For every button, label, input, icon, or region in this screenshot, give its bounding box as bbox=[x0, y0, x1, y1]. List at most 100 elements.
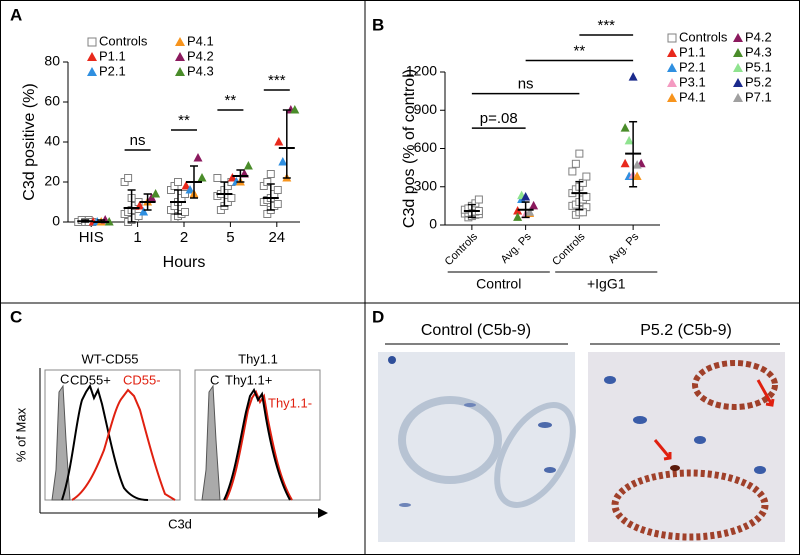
legend-marker bbox=[667, 33, 677, 43]
legend-marker bbox=[733, 93, 743, 102]
y-tick-label: 20 bbox=[44, 173, 60, 189]
data-point bbox=[632, 160, 642, 169]
data-point bbox=[290, 105, 300, 114]
panel-letter: B bbox=[372, 15, 384, 34]
legend-label: Controls bbox=[99, 33, 148, 48]
positive-histogram bbox=[61, 383, 149, 501]
nucleus bbox=[399, 503, 411, 507]
panel-letter: D bbox=[372, 307, 384, 326]
arrow bbox=[653, 439, 672, 461]
legend-label: P4.2 bbox=[187, 48, 214, 63]
legend-marker bbox=[667, 78, 677, 87]
legend-label: P2.1 bbox=[679, 59, 706, 74]
y-axis-label: % of Max bbox=[13, 407, 28, 462]
legend-marker bbox=[667, 63, 677, 72]
legend-label: P1.1 bbox=[99, 48, 126, 63]
data-point bbox=[181, 190, 189, 198]
data-point bbox=[124, 174, 133, 182]
histogram-label: Thy1.1+ bbox=[225, 372, 272, 387]
group-label: Control bbox=[476, 276, 521, 292]
legend-marker bbox=[733, 48, 743, 57]
y-tick-label: 1200 bbox=[406, 63, 437, 79]
image-title: Control (C5b-9) bbox=[421, 322, 531, 339]
legend-label: P4.3 bbox=[745, 44, 772, 59]
legend-marker bbox=[733, 78, 743, 87]
significance-label: ** bbox=[574, 42, 586, 59]
data-point bbox=[474, 195, 483, 204]
significance-label: *** bbox=[268, 72, 286, 89]
data-point bbox=[273, 186, 282, 194]
micrograph bbox=[378, 352, 575, 542]
histogram-label: C bbox=[210, 372, 219, 387]
data-point bbox=[174, 178, 182, 186]
y-tick-label: 80 bbox=[44, 53, 60, 69]
data-point bbox=[571, 159, 580, 168]
legend-marker bbox=[733, 63, 743, 72]
y-tick-label: 0 bbox=[429, 216, 437, 232]
data-point bbox=[139, 207, 149, 216]
data-point bbox=[628, 72, 638, 81]
x-axis-label: Hours bbox=[163, 254, 206, 271]
data-point bbox=[525, 207, 535, 216]
data-point bbox=[578, 208, 587, 217]
y-axis-label: C3d pos (% of control) bbox=[401, 69, 418, 228]
vessel bbox=[611, 469, 769, 541]
x-tick-label: 1 bbox=[133, 229, 141, 246]
flow-panel: % of Max C3d WT-CD55 Thy1.1 C CD55+ CD55… bbox=[13, 351, 328, 531]
data-point bbox=[624, 135, 634, 145]
significance-label: ** bbox=[225, 92, 237, 109]
data-point bbox=[193, 153, 203, 162]
significance-label: ** bbox=[178, 112, 190, 129]
y-tick-label: 40 bbox=[44, 133, 60, 149]
x-tick-label: 24 bbox=[268, 229, 285, 246]
significance-label: ns bbox=[518, 76, 534, 93]
y-tick-label: 300 bbox=[414, 177, 438, 193]
significance-label: *** bbox=[597, 17, 615, 34]
data-point bbox=[181, 181, 191, 190]
data-point bbox=[213, 174, 222, 182]
legend-label: P1.1 bbox=[679, 44, 706, 59]
histology-panel: Control (C5b-9) P5.2 (C5b-9) bbox=[378, 322, 785, 542]
x-axis-label: C3d bbox=[168, 516, 192, 531]
positive-histogram bbox=[223, 387, 291, 501]
plot-title: WT-CD55 bbox=[81, 351, 138, 366]
data-point bbox=[181, 208, 189, 216]
data-point bbox=[529, 200, 539, 210]
legend-marker bbox=[667, 48, 677, 57]
y-axis-label: C3d positive (%) bbox=[21, 83, 38, 200]
micrograph bbox=[588, 352, 785, 542]
legend-marker bbox=[175, 37, 185, 46]
legend-marker bbox=[175, 52, 185, 61]
data-point bbox=[227, 173, 237, 182]
data-point bbox=[513, 212, 523, 221]
nucleus bbox=[464, 403, 476, 407]
image-title: P5.2 (C5b-9) bbox=[640, 322, 732, 339]
arrow-head bbox=[318, 508, 328, 518]
data-point bbox=[227, 194, 236, 202]
legend-label: Controls bbox=[679, 29, 728, 44]
data-point bbox=[185, 185, 195, 194]
y-tick-label: 60 bbox=[44, 93, 60, 109]
y-tick-label: 0 bbox=[52, 213, 60, 229]
data-point bbox=[243, 161, 253, 170]
nucleus bbox=[604, 376, 616, 384]
legend-label: P3.1 bbox=[679, 74, 706, 89]
x-tick-label: Avg. Ps bbox=[499, 230, 535, 266]
data-point bbox=[263, 178, 272, 186]
data-point bbox=[134, 212, 143, 220]
x-tick-label: 5 bbox=[226, 229, 234, 246]
control-histogram bbox=[51, 384, 71, 501]
control-histogram bbox=[201, 384, 221, 501]
data-point bbox=[568, 167, 577, 176]
plot-box bbox=[194, 369, 321, 501]
data-point bbox=[575, 149, 584, 158]
data-point bbox=[632, 171, 642, 181]
significance-label: ns bbox=[130, 132, 146, 149]
legend-marker bbox=[667, 93, 677, 102]
histogram-label: C bbox=[60, 371, 69, 386]
data-point bbox=[278, 157, 288, 166]
data-point bbox=[582, 172, 591, 181]
legend-label: P7.1 bbox=[745, 89, 772, 104]
x-tick-label: HIS bbox=[79, 229, 104, 246]
y-tick-label: 900 bbox=[414, 101, 438, 117]
